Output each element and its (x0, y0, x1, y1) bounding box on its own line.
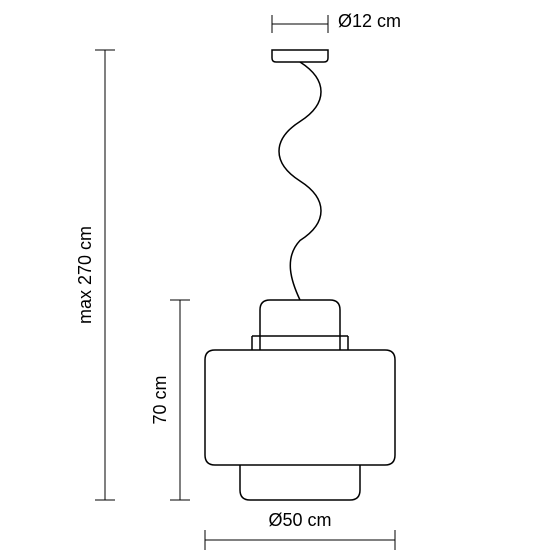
top-diameter-label: Ø12 cm (338, 11, 401, 31)
lamp-height-label: 70 cm (150, 375, 170, 424)
total-height-label: max 270 cm (75, 226, 95, 324)
bottom-diameter-label: Ø50 cm (268, 510, 331, 530)
